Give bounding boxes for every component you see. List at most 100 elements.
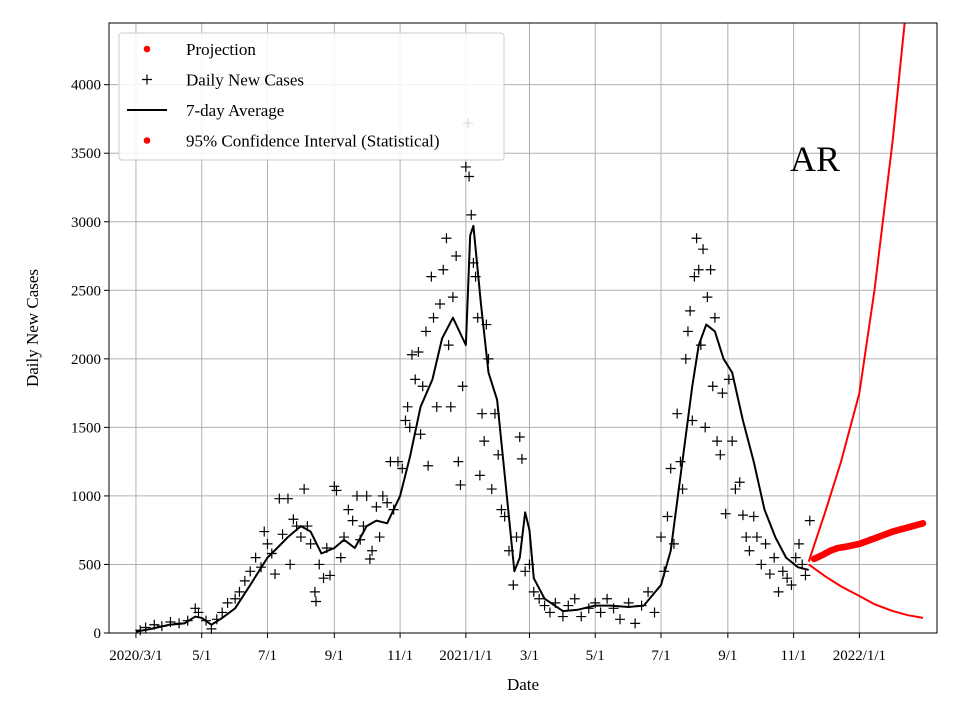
daily-case-point bbox=[563, 600, 574, 611]
daily-case-point bbox=[662, 511, 673, 522]
daily-case-point bbox=[693, 264, 704, 275]
daily-case-point bbox=[483, 353, 494, 364]
daily-case-point bbox=[457, 381, 468, 392]
legend-label: 7-day Average bbox=[186, 101, 284, 120]
daily-case-point bbox=[250, 552, 261, 563]
projection-series bbox=[810, 520, 927, 563]
y-tick-label: 500 bbox=[79, 557, 102, 573]
daily-case-point bbox=[274, 493, 285, 504]
daily-case-point bbox=[410, 374, 421, 385]
daily-case-point bbox=[309, 586, 320, 597]
x-tick-label: 11/1 bbox=[781, 648, 807, 664]
daily-case-point bbox=[702, 292, 713, 303]
y-tick-label: 2000 bbox=[71, 352, 101, 368]
x-tick-label: 2022/1/1 bbox=[833, 648, 886, 664]
daily-case-point bbox=[741, 532, 752, 543]
daily-case-point bbox=[680, 353, 691, 364]
daily-case-point bbox=[602, 593, 613, 604]
daily-case-point bbox=[790, 552, 801, 563]
daily-case-point bbox=[630, 618, 641, 629]
daily-case-point bbox=[511, 532, 522, 543]
daily-case-point bbox=[374, 532, 385, 543]
daily-case-point bbox=[364, 553, 375, 564]
daily-case-point bbox=[262, 538, 273, 549]
daily-case-point bbox=[245, 566, 256, 577]
x-tick-label: 2020/3/1 bbox=[109, 648, 162, 664]
daily-case-point bbox=[282, 493, 293, 504]
ci-upper-line bbox=[807, 23, 906, 563]
daily-case-point bbox=[800, 570, 811, 581]
legend-plus-marker bbox=[142, 74, 152, 85]
y-axis-label: Daily New Cases bbox=[23, 269, 42, 387]
daily-case-point bbox=[426, 271, 437, 282]
daily-case-point bbox=[217, 607, 228, 618]
daily-case-point bbox=[311, 596, 321, 607]
seven-day-average-line bbox=[135, 224, 809, 633]
daily-case-point bbox=[420, 326, 431, 337]
axis-ticks: 0 500 1000 1500 2000 2500 3000 3500 4000 2020/3/1… bbox=[71, 78, 886, 664]
daily-case-point bbox=[472, 312, 483, 323]
daily-case-point bbox=[737, 510, 748, 521]
daily-case-point bbox=[748, 511, 759, 522]
daily-case-point bbox=[299, 484, 310, 495]
daily-case-point bbox=[318, 573, 329, 584]
daily-case-point bbox=[466, 209, 477, 220]
projection-point bbox=[919, 520, 927, 527]
y-tick-label: 4000 bbox=[71, 78, 101, 94]
daily-case-point bbox=[400, 415, 411, 426]
daily-case-point bbox=[314, 559, 325, 570]
daily-case-point bbox=[687, 415, 698, 426]
daily-case-point bbox=[528, 586, 539, 597]
daily-case-point bbox=[361, 490, 372, 501]
daily-case-point bbox=[534, 593, 545, 604]
daily-case-point bbox=[516, 453, 527, 464]
daily-case-point bbox=[377, 490, 388, 501]
daily-case-point bbox=[406, 349, 417, 360]
daily-case-point bbox=[682, 326, 693, 337]
daily-case-point bbox=[451, 251, 462, 262]
daily-case-point bbox=[222, 597, 233, 608]
legend-label: 95% Confidence Interval (Statistical) bbox=[186, 132, 440, 151]
daily-case-point bbox=[445, 401, 456, 412]
y-tick-label: 1000 bbox=[71, 489, 101, 505]
daily-case-point bbox=[479, 436, 490, 447]
daily-case-point bbox=[712, 436, 723, 447]
legend-dot-marker bbox=[143, 45, 151, 53]
daily-case-point bbox=[700, 422, 711, 433]
daily-case-point bbox=[441, 233, 452, 244]
daily-case-point bbox=[557, 611, 568, 622]
x-tick-label: 11/1 bbox=[387, 648, 413, 664]
daily-case-point bbox=[347, 515, 358, 526]
legend: Projection Daily New Cases 7-day Average 95… bbox=[118, 32, 505, 161]
daily-case-point bbox=[723, 374, 734, 385]
daily-case-point bbox=[434, 299, 445, 310]
x-tick-label: 2021/1/1 bbox=[439, 648, 492, 664]
legend-box bbox=[118, 32, 505, 161]
daily-case-point bbox=[331, 485, 342, 496]
daily-case-point bbox=[438, 264, 449, 275]
x-axis-label: Date bbox=[507, 675, 539, 694]
daily-case-point bbox=[443, 340, 454, 351]
x-tick-label: 7/1 bbox=[258, 648, 277, 664]
daily-case-point bbox=[786, 580, 797, 591]
legend-label: Daily New Cases bbox=[186, 71, 304, 90]
daily-case-point bbox=[569, 593, 580, 604]
daily-case-point bbox=[371, 501, 382, 512]
daily-case-point bbox=[415, 429, 426, 440]
legend-label: Projection bbox=[186, 40, 256, 59]
daily-case-point bbox=[691, 233, 702, 244]
daily-case-point bbox=[404, 422, 415, 433]
daily-case-point bbox=[329, 481, 340, 492]
daily-case-point bbox=[351, 490, 362, 501]
daily-case-point bbox=[496, 504, 507, 515]
daily-case-point bbox=[270, 569, 281, 580]
daily-case-point bbox=[760, 538, 771, 549]
daily-case-point bbox=[464, 171, 475, 182]
daily-case-point bbox=[777, 566, 788, 577]
daily-case-point bbox=[325, 570, 336, 581]
y-tick-label: 1500 bbox=[71, 420, 101, 436]
daily-case-point bbox=[698, 244, 709, 255]
daily-case-point bbox=[720, 508, 731, 519]
